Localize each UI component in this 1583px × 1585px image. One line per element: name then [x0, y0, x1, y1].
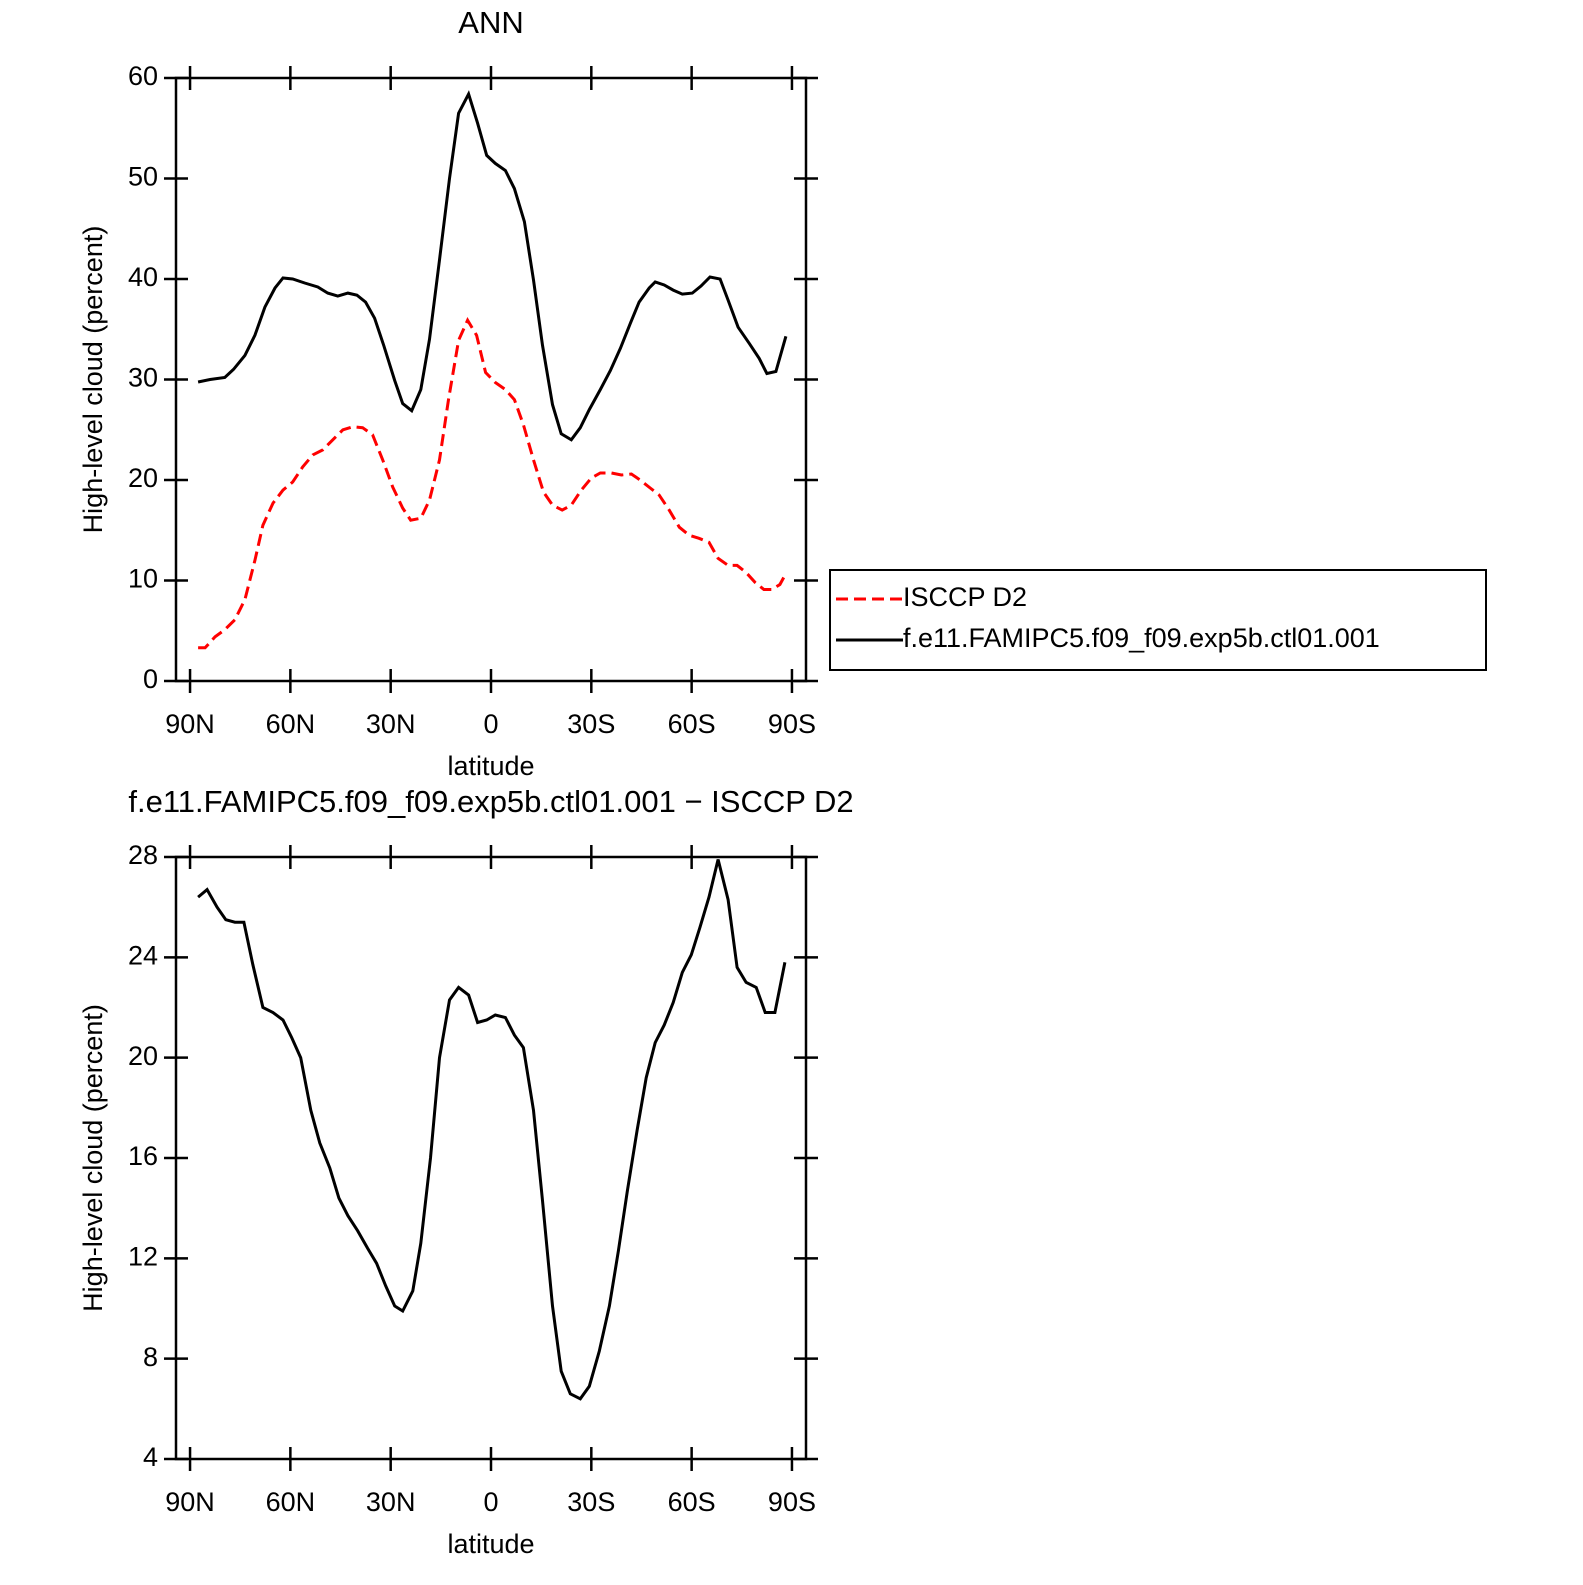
data-line — [197, 859, 787, 1401]
x-tick-label: 60N — [266, 1487, 316, 1517]
y-tick-label: 30 — [128, 363, 158, 393]
y-tick-label: 60 — [128, 61, 158, 91]
x-tick-label: 30N — [366, 1487, 416, 1517]
x-tick-label: 90N — [165, 709, 215, 739]
x-tick-label: 90N — [165, 1487, 215, 1517]
y-axis-label: High-level cloud (percent) — [78, 1004, 108, 1312]
y-tick-label: 16 — [128, 1141, 158, 1171]
y-tick-label: 24 — [128, 940, 158, 970]
x-tick-label: 0 — [483, 1487, 498, 1517]
plot-frame — [174, 76, 808, 683]
x-tick-label: 0 — [483, 709, 498, 739]
y-tick-label: 20 — [128, 1041, 158, 1071]
x-tick-label: 90S — [768, 1487, 816, 1517]
y-tick-label: 50 — [128, 162, 158, 192]
y-tick-label: 0 — [143, 664, 158, 694]
legend-label: ISCCP D2 — [903, 582, 1027, 612]
y-tick-label: 4 — [143, 1442, 158, 1472]
y-tick-label: 8 — [143, 1342, 158, 1372]
chart-title: ANN — [458, 5, 523, 40]
plot-frame — [174, 855, 808, 1461]
x-axis-label: latitude — [447, 1529, 534, 1559]
y-tick-label: 28 — [128, 840, 158, 870]
x-tick-label: 60N — [266, 709, 316, 739]
y-tick-label: 10 — [128, 564, 158, 594]
data-line — [197, 90, 788, 442]
x-tick-label: 60S — [668, 709, 716, 739]
x-tick-label: 30S — [567, 1487, 615, 1517]
data-line — [198, 316, 788, 650]
legend-box — [829, 569, 1487, 671]
x-tick-label: 30N — [366, 709, 416, 739]
x-tick-label: 60S — [668, 1487, 716, 1517]
legend-label: f.e11.FAMIPC5.f09_f09.exp5b.ctl01.001 — [903, 623, 1380, 653]
y-tick-label: 40 — [128, 262, 158, 292]
x-axis-label: latitude — [447, 751, 534, 781]
y-tick-label: 20 — [128, 463, 158, 493]
y-tick-label: 12 — [128, 1241, 158, 1271]
x-tick-label: 30S — [567, 709, 615, 739]
chart-title: f.e11.FAMIPC5.f09_f09.exp5b.ctl01.001 − … — [128, 784, 853, 819]
x-tick-label: 90S — [768, 709, 816, 739]
y-axis-label: High-level cloud (percent) — [78, 226, 108, 534]
